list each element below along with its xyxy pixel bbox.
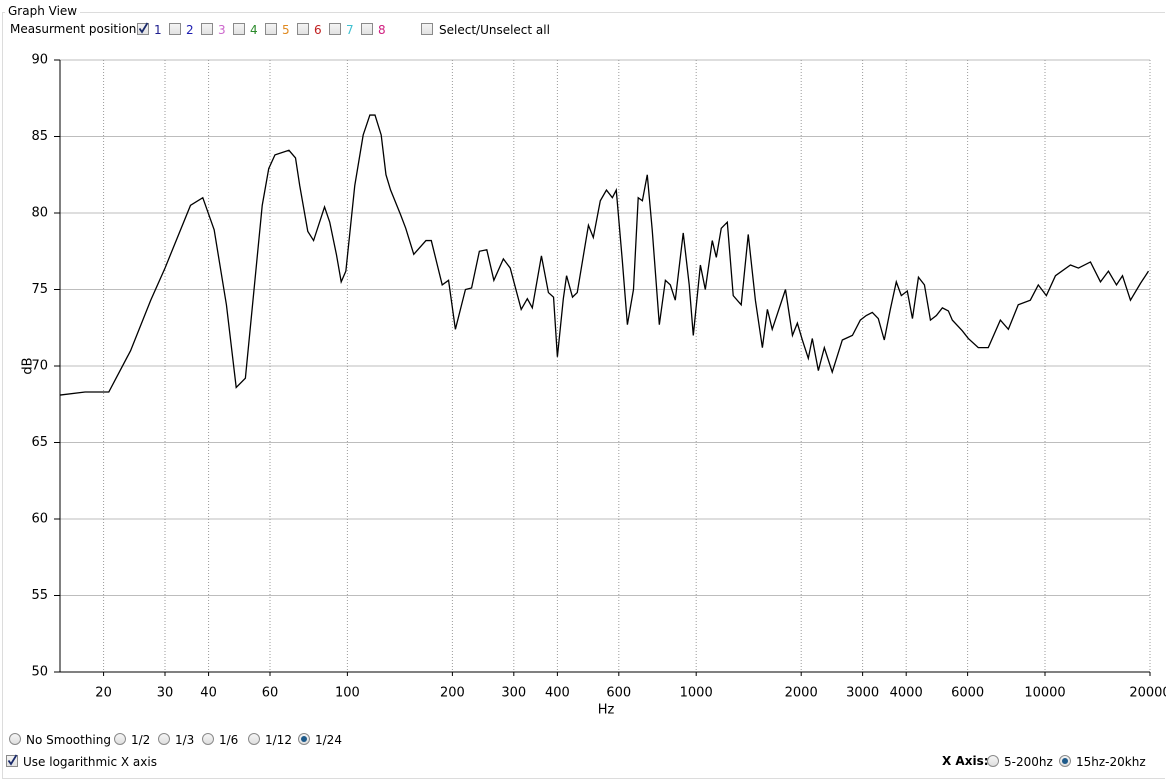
position-label[interactable]: 8 — [378, 23, 386, 37]
smoothing-label[interactable]: 1/2 — [131, 733, 151, 747]
position-label[interactable]: 3 — [218, 23, 226, 37]
x-tick-label: 20000 — [1129, 686, 1166, 701]
position-checkbox[interactable] — [329, 23, 341, 35]
position-label[interactable]: 2 — [186, 23, 194, 37]
position-checkbox[interactable] — [297, 23, 309, 35]
y-tick-label: 85 — [31, 129, 48, 144]
x-tick-label: 200 — [440, 686, 465, 701]
x-tick-label: 2000 — [785, 686, 818, 701]
y-axis-label: dB — [21, 357, 36, 374]
x-tick-label: 10000 — [1024, 686, 1065, 701]
x-axis-option-label: X Axis: — [942, 754, 989, 768]
x-axis-option[interactable]: 15hz-20khz — [1076, 755, 1146, 769]
radio-dot — [301, 736, 307, 742]
radio-dot — [1062, 758, 1068, 764]
measurement-label: Measurment position: — [10, 22, 141, 36]
position-label[interactable]: 5 — [282, 23, 290, 37]
select-all-checkbox[interactable] — [421, 23, 433, 35]
x-tick-label: 6000 — [951, 686, 984, 701]
position-checkbox[interactable] — [361, 23, 373, 35]
smoothing-radio[interactable] — [114, 733, 126, 745]
y-tick-label: 70 — [31, 359, 48, 374]
smoothing-radio[interactable] — [9, 733, 21, 745]
check-path — [138, 22, 149, 34]
position-label[interactable]: 7 — [346, 23, 354, 37]
smoothing-label[interactable]: 1/24 — [315, 733, 342, 747]
position-label[interactable]: 1 — [154, 23, 162, 37]
position-checkbox[interactable] — [169, 23, 181, 35]
log-axis-label[interactable]: Use logarithmic X axis — [23, 755, 157, 769]
x-tick-label: 30 — [157, 686, 174, 701]
y-tick-label: 90 — [31, 53, 48, 68]
x-axis-label: Hz — [598, 703, 615, 718]
smoothing-label[interactable]: No Smoothing — [26, 733, 111, 747]
y-tick-label: 50 — [31, 665, 48, 680]
data-line — [59, 114, 1150, 396]
log-axis-checkbox[interactable] — [6, 754, 18, 767]
y-tick-label: 80 — [31, 206, 48, 221]
x-tick-label: 600 — [606, 686, 631, 701]
smoothing-radio[interactable] — [248, 733, 260, 745]
x-axis-option[interactable]: 5-200hz — [1004, 755, 1053, 769]
x-tick-label: 3000 — [846, 686, 879, 701]
check-mark — [138, 22, 149, 34]
x-tick-label: 400 — [545, 686, 570, 701]
x-tick-label: 4000 — [890, 686, 923, 701]
x-tick-label: 20 — [95, 686, 112, 701]
smoothing-label[interactable]: 1/6 — [219, 733, 239, 747]
x-tick-label: 300 — [501, 686, 526, 701]
x-tick-label: 1000 — [680, 686, 713, 701]
y-tick-label: 60 — [31, 512, 48, 527]
x-axis-radio[interactable] — [1059, 755, 1071, 767]
check-mark — [7, 754, 18, 766]
y-tick-label: 65 — [31, 435, 48, 450]
y-tick-label: 75 — [31, 282, 48, 297]
smoothing-radio[interactable] — [202, 733, 214, 745]
group-title: Graph View — [5, 3, 81, 19]
smoothing-radio[interactable] — [158, 733, 170, 745]
position-label[interactable]: 4 — [250, 23, 258, 37]
smoothing-label[interactable]: 1/12 — [265, 733, 292, 747]
position-checkbox[interactable] — [201, 23, 213, 35]
x-axis-radio[interactable] — [987, 755, 999, 767]
x-tick-label: 40 — [200, 686, 217, 701]
position-checkbox[interactable] — [265, 23, 277, 35]
y-tick-label: 55 — [31, 588, 48, 603]
x-tick-label: 60 — [262, 686, 279, 701]
position-checkbox[interactable] — [137, 22, 149, 35]
smoothing-radio[interactable] — [298, 733, 310, 745]
position-label[interactable]: 6 — [314, 23, 322, 37]
check-path — [7, 754, 18, 766]
smoothing-label[interactable]: 1/3 — [175, 733, 195, 747]
x-tick-label: 100 — [335, 686, 360, 701]
select-all-label[interactable]: Select/Unselect all — [439, 23, 550, 37]
position-checkbox[interactable] — [233, 23, 245, 35]
